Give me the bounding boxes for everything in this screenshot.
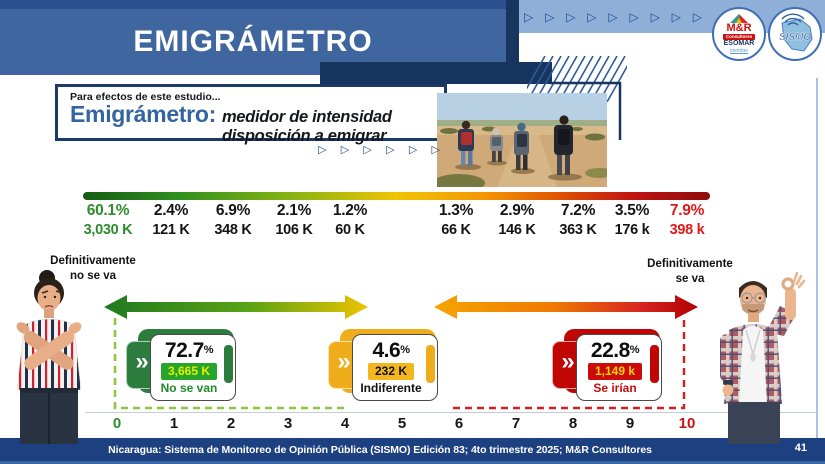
mr-logo-member: member [729,47,749,54]
migrants-photo [437,93,607,187]
play-triangle-icon: ▷ [566,10,576,24]
footer-edge-strip [0,461,825,464]
scale-column-3: 2.1% 106 K [275,202,313,239]
migrant-figure [458,120,474,166]
definition-term: Emigrámetro: [70,101,216,127]
axis-tick-2: 2 [226,415,236,432]
sismo-logo: SISMO [768,7,822,61]
axis-tick-5: 5 [397,415,407,432]
scale-column-10: 7.9% 398 k [669,202,705,239]
axis-tick-3: 3 [283,415,293,432]
migrant-figure [554,115,573,175]
footer-bar: Nicaragua: Sistema de Monitoreo de Opini… [0,438,825,464]
scale-column-4: 1.2% 60 K [332,202,368,239]
right-edge-line [816,78,818,438]
mr-logo-org: ESOMAR [723,40,755,48]
mr-logo-name: M&R [726,22,752,35]
definition-text: medidor de intensidad disposición a emig… [221,108,392,145]
top-accent-strip [0,0,506,9]
svg-text:SISMO: SISMO [779,32,811,43]
play-triangle-icon: ▷ [318,144,327,156]
group-label: No se van [160,381,218,396]
group-count: 232 K [367,362,415,381]
play-triangle-icon: ▷ [524,10,534,24]
definition-box: Para efectos de este estudio... Emigráme… [55,84,447,145]
mr-logo-pyramid-icon [730,14,748,24]
intensity-gradient-bar [83,192,710,200]
scale-column-0: 60.1% 3,030 K [83,202,133,239]
group-percent: 4.6% [372,338,411,362]
group-percent: 72.7% [164,338,214,362]
axis-tick-8: 8 [568,415,578,432]
play-triangle-icon: ▷ [608,10,618,24]
scale-column-8: 7.2% 363 K [559,202,597,239]
mr-consultores-logo: M&R Consultores ESOMAR member [712,7,766,61]
triangle-decoration-row: ▷ ▷ ▷ ▷ ▷ ▷ ▷ ▷ ▷ [524,11,702,23]
play-triangle-icon: ▷ [363,144,372,156]
arrow-red-range [434,295,698,319]
play-triangle-icon: ▷ [587,10,597,24]
triangle-decoration-row: ▷ ▷ ▷ ▷ ▷ ▷ [318,145,440,156]
play-triangle-icon: ▷ [629,10,639,24]
definition-kicker: Para efectos de este estudio... [70,91,221,103]
arrow-green-range [104,295,368,319]
axis-tick-9: 9 [625,415,635,432]
group-tag-se-irian: » 22.8% 1,149 k Se irían [552,329,662,401]
group-percent: 22.8% [590,338,640,362]
photo-frame-line [550,81,622,140]
play-triangle-icon: ▷ [650,10,660,24]
play-triangle-icon: ▷ [431,144,440,156]
play-triangle-icon: ▷ [386,144,395,156]
scale-column-6: 1.3% 66 K [438,202,474,239]
endpoint-label-left: Definitivamente no se va [50,255,136,282]
navy-accent-rect [320,62,552,84]
migrant-figure [490,127,503,162]
play-triangle-icon: ▷ [671,10,681,24]
migrant-figure [514,122,529,170]
group-tag-no-se-van: » 72.7% 3,665 K No se van [126,329,236,401]
page-number: 41 [794,442,807,454]
scale-column-2: 6.9% 348 K [214,202,252,239]
axis-tick-4: 4 [340,415,350,432]
woman-no-photo [16,270,82,444]
mr-logo-sub: Consultores [722,34,756,41]
scale-column-9: 3.5% 176 k [614,202,650,239]
axis-baseline [85,412,818,413]
group-tag-indiferente: » 4.6% 232 K Indiferente [328,329,438,401]
sismo-logo-graphic: SISMO [779,13,813,52]
axis-tick-7: 7 [511,415,521,432]
group-label: Se irían [593,381,637,396]
group-count: 1,149 k [587,362,643,381]
axis-tick-10: 10 [678,415,696,432]
group-label: Indiferente [360,381,422,396]
play-triangle-icon: ▷ [408,144,418,156]
axis-tick-0: 0 [112,415,122,432]
endpoint-label-right: Definitivamente se va [647,258,733,285]
play-triangle-icon: ▷ [692,10,702,24]
man-ok-photo [720,272,806,444]
play-triangle-icon: ▷ [545,10,555,24]
axis-tick-1: 1 [169,415,179,432]
dashed-range-brackets [113,318,686,410]
scale-column-1: 2.4% 121 K [152,202,190,239]
axis-tick-6: 6 [454,415,464,432]
play-triangle-icon: ▷ [340,144,350,156]
page-title: EMIGRÁMETRO [133,25,373,58]
footer-source-text: Nicaragua: Sistema de Monitoreo de Opini… [108,443,652,456]
group-count: 3,665 K [160,362,218,381]
scale-column-7: 2.9% 146 K [498,202,536,239]
